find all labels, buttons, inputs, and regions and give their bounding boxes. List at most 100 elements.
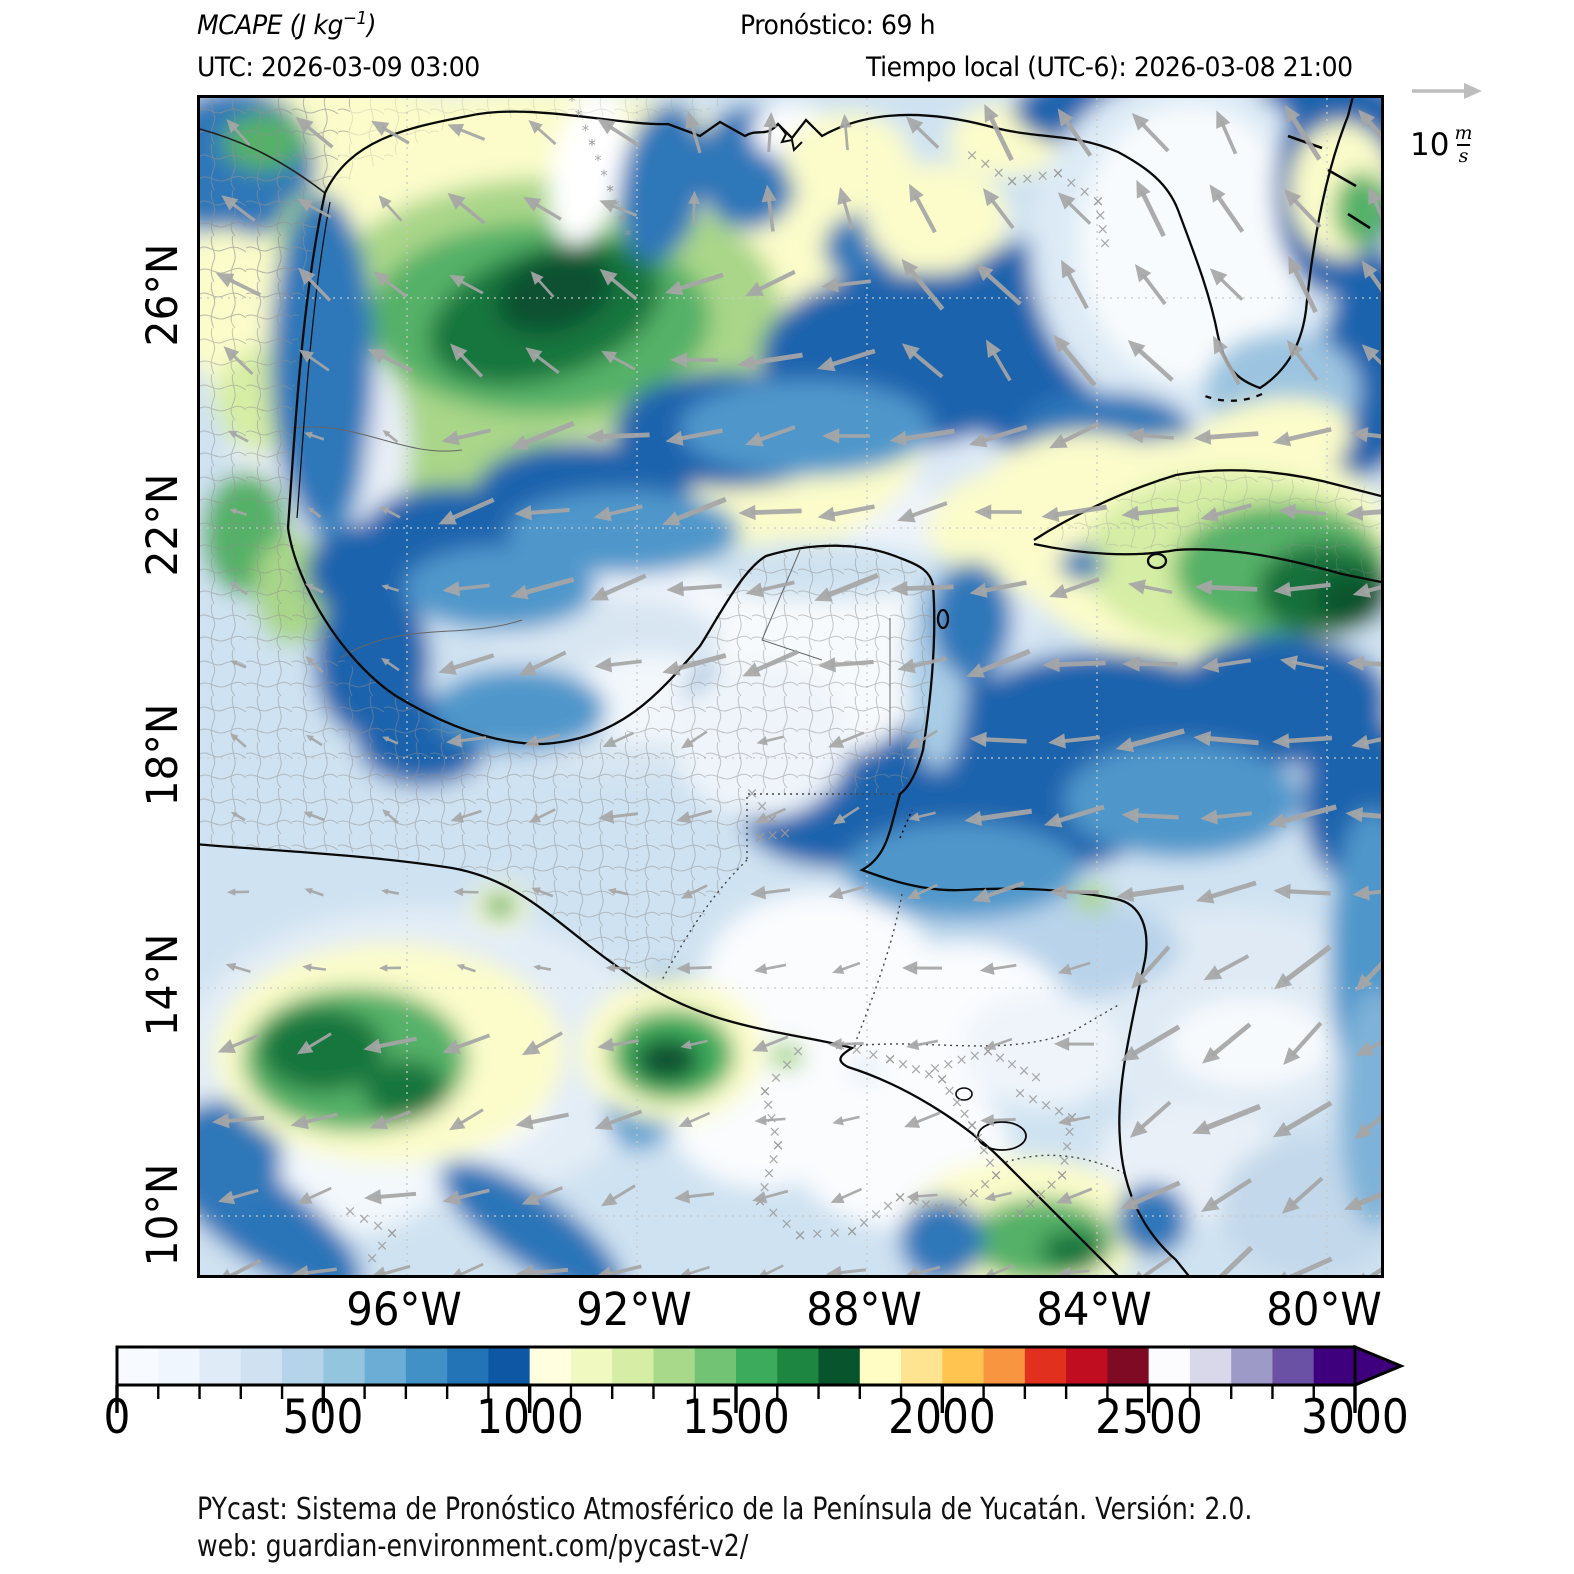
svg-text:×: × (957, 1193, 970, 1211)
svg-text:×: × (1040, 1096, 1053, 1114)
svg-text:×: × (366, 1249, 379, 1267)
svg-text:×: × (811, 1225, 824, 1243)
colorbar-tick-label: 0 (103, 1390, 131, 1445)
footer-web-line: web: guardian-environment.com/pycast-v2/ (197, 1529, 749, 1564)
svg-text:×: × (1014, 1204, 1027, 1222)
svg-text:×: × (929, 1059, 942, 1077)
coastlines (200, 98, 1381, 1275)
svg-text:×: × (867, 1045, 880, 1063)
svg-text:×: × (884, 1050, 897, 1068)
svg-text:×: × (910, 1060, 923, 1078)
svg-text:×: × (1024, 1195, 1037, 1213)
svg-text:×: × (772, 1136, 785, 1154)
colorbar-tick-label: 1500 (682, 1390, 790, 1445)
lat-tick-label: 18°N (138, 703, 188, 807)
svg-text:×: × (1014, 1084, 1027, 1102)
lat-tick-label: 22°N (138, 473, 188, 577)
lon-tick-label: 80°W (1266, 1283, 1382, 1336)
wind-vector-arrows (211, 103, 1381, 1275)
svg-text:×: × (759, 1082, 772, 1100)
svg-text:×: × (994, 1049, 1007, 1067)
svg-text:×: × (762, 1096, 775, 1114)
svg-text:×: × (936, 1070, 949, 1088)
lon-tick-label: 88°W (806, 1283, 922, 1336)
svg-text:×: × (1052, 164, 1065, 182)
wind-reference-arrow-icon (1412, 83, 1482, 99)
svg-text:*: * (612, 197, 620, 215)
svg-text:×: × (794, 1226, 807, 1244)
lat-tick-label: 14°N (138, 933, 188, 1037)
svg-text:×: × (955, 1051, 968, 1069)
svg-text:×: × (897, 1055, 910, 1073)
political-borders (200, 128, 1127, 1175)
svg-text:×: × (990, 1166, 1003, 1184)
svg-text:×: × (850, 1041, 863, 1059)
svg-text:×: × (894, 1188, 907, 1206)
svg-text:×: × (1063, 1123, 1076, 1141)
svg-text:×: × (992, 163, 1005, 181)
svg-text:×: × (754, 828, 767, 846)
svg-text:×: × (756, 797, 769, 815)
svg-text:×: × (1018, 1062, 1031, 1080)
svg-text:×: × (894, 1188, 907, 1206)
svg-text:×: × (1006, 172, 1019, 190)
svg-text:×: × (1027, 1090, 1040, 1108)
svg-text:×: × (767, 1203, 780, 1221)
lat-tick-label: 10°N (138, 1163, 188, 1267)
svg-text:×: × (794, 1226, 807, 1244)
svg-text:×: × (780, 1215, 793, 1233)
svg-text:×: × (792, 1042, 805, 1060)
svg-text:×: × (1092, 192, 1105, 210)
svg-text:×: × (746, 784, 759, 802)
svg-text:*: * (606, 182, 614, 200)
svg-text:×: × (1006, 172, 1019, 190)
svg-text:×: × (1092, 192, 1105, 210)
svg-text:×: × (1021, 169, 1034, 187)
svg-text:×: × (943, 1082, 956, 1100)
svg-text:*: * (594, 151, 602, 169)
svg-text:×: × (870, 1205, 883, 1223)
svg-text:×: × (846, 1222, 859, 1240)
svg-text:×: × (882, 1197, 895, 1215)
svg-text:*: * (588, 136, 596, 154)
svg-text:×: × (1094, 206, 1107, 224)
svg-text:×: × (372, 1217, 385, 1235)
svg-text:×: × (1065, 173, 1078, 191)
colorbar-tick-label: 2500 (1094, 1390, 1203, 1445)
svg-text:×: × (767, 1150, 780, 1168)
wind-reference-label: 10 m s (1410, 123, 1474, 167)
svg-text:×: × (766, 826, 779, 844)
svg-text:×: × (1035, 1185, 1048, 1203)
svg-text:*: * (624, 226, 632, 244)
svg-text:×: × (772, 1136, 785, 1154)
footer-system-line: PYcast: Sistema de Pronóstico Atmosféric… (197, 1492, 1253, 1527)
svg-text:×: × (1006, 1055, 1019, 1073)
svg-text:×: × (946, 1202, 959, 1220)
svg-text:×: × (979, 155, 992, 173)
svg-text:×: × (990, 1166, 1003, 1184)
svg-text:×: × (1030, 1068, 1043, 1086)
lon-tick-label: 84°W (1036, 1283, 1152, 1336)
admin-boundaries-mesh (200, 98, 1381, 978)
svg-text:×: × (984, 1154, 997, 1172)
colorbar-tick-label: 500 (282, 1390, 364, 1445)
svg-text:×: × (966, 1116, 979, 1134)
variable-title: MCAPE (J kg−1) (197, 8, 377, 41)
svg-text:×: × (978, 1141, 991, 1159)
svg-text:×: × (768, 1123, 781, 1141)
svg-text:×: × (386, 1224, 399, 1242)
svg-text:*: * (575, 107, 583, 125)
svg-text:*: * (606, 182, 614, 200)
svg-text:×: × (754, 828, 767, 846)
svg-text:×: × (920, 1195, 933, 1213)
svg-text:*: * (588, 136, 596, 154)
colorbar-tick-label: 2000 (888, 1390, 997, 1445)
lat-tick-label: 26°N (138, 243, 188, 347)
colorbar-tick-label: 1000 (475, 1390, 584, 1445)
svg-text:×: × (1099, 234, 1112, 252)
svg-text:×: × (884, 1050, 897, 1068)
forecast-map: ××××××××××××××××************××××××××××××… (197, 95, 1384, 1278)
variable-units: (J kg−1) (289, 8, 377, 41)
svg-text:×: × (968, 1046, 981, 1064)
svg-text:×: × (828, 1223, 841, 1241)
